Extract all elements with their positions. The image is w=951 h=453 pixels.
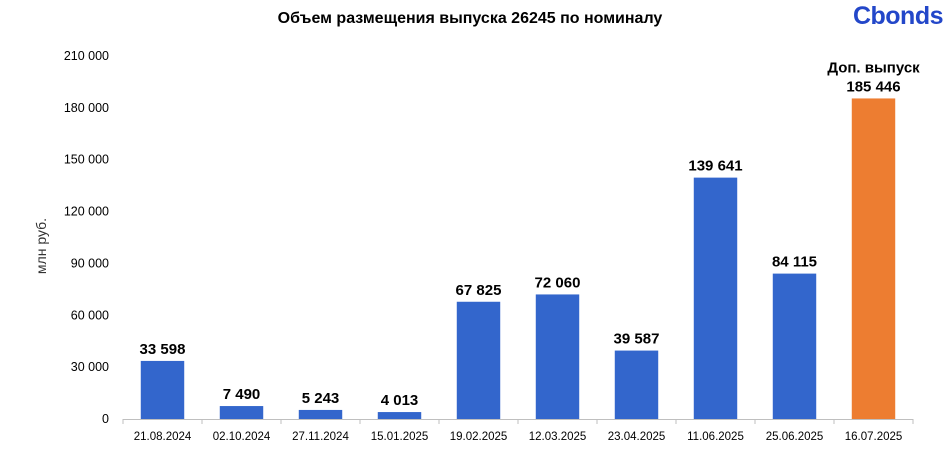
y-axis-ticks: 0 30 000 60 000 90 000 120 000 150 000 180 000…: [64, 49, 109, 426]
x-tick-label: 27.11.2024: [292, 431, 349, 443]
bar: [456, 301, 501, 419]
x-tick-label: 02.10.2024: [213, 431, 271, 443]
x-tick-label: 23.04.2025: [608, 431, 666, 443]
bar: [614, 350, 659, 419]
bar: [535, 294, 580, 419]
bar: [219, 406, 264, 419]
y-tick-label: 60 000: [71, 308, 109, 322]
y-tick-label: 90 000: [71, 256, 109, 270]
bar: [140, 360, 185, 419]
data-label: 185 446: [846, 78, 900, 95]
data-label: 7 490: [223, 386, 261, 403]
data-labels: 33 598 7 490 5 243 4 013 67 825 72 060 39 587 1…: [140, 59, 921, 409]
data-label: 72 060: [535, 274, 581, 291]
bars: [140, 98, 896, 419]
y-tick-label: 210 000: [64, 49, 109, 63]
bar: [772, 273, 817, 419]
bar: [693, 177, 738, 419]
x-tick-label: 11.06.2025: [687, 431, 744, 443]
bar-annotation: Доп. выпуск: [827, 59, 920, 76]
x-tick-label: 19.02.2025: [450, 431, 508, 443]
x-tick-label: 15.01.2025: [371, 431, 429, 443]
y-tick-label: 150 000: [64, 153, 109, 167]
data-label: 139 641: [688, 158, 742, 175]
data-label: 4 013: [381, 392, 419, 409]
bar: [377, 412, 422, 419]
x-tick-label: 25.06.2025: [766, 431, 824, 443]
data-label: 84 115: [772, 254, 817, 271]
data-label: 67 825: [456, 282, 502, 299]
x-tick-label: 12.03.2025: [529, 431, 587, 443]
y-tick-label: 120 000: [64, 205, 109, 219]
bar: [298, 409, 343, 419]
data-label: 33 598: [140, 341, 186, 358]
data-label: 5 243: [302, 390, 340, 407]
chart-title: Объем размещения выпуска 26245 по номина…: [277, 10, 663, 27]
y-tick-label: 0: [102, 412, 109, 426]
y-tick-label: 180 000: [64, 101, 109, 115]
y-tick-label: 30 000: [71, 360, 109, 374]
x-tick-label: 16.07.2025: [845, 431, 903, 443]
x-axis: 21.08.2024 02.10.2024 27.11.2024 15.01.2025…: [122, 419, 914, 443]
data-label: 39 587: [614, 331, 660, 348]
cbonds-logo: Cbonds: [852, 2, 944, 30]
x-tick-label: 21.08.2024: [134, 431, 192, 443]
bar: [851, 98, 896, 419]
